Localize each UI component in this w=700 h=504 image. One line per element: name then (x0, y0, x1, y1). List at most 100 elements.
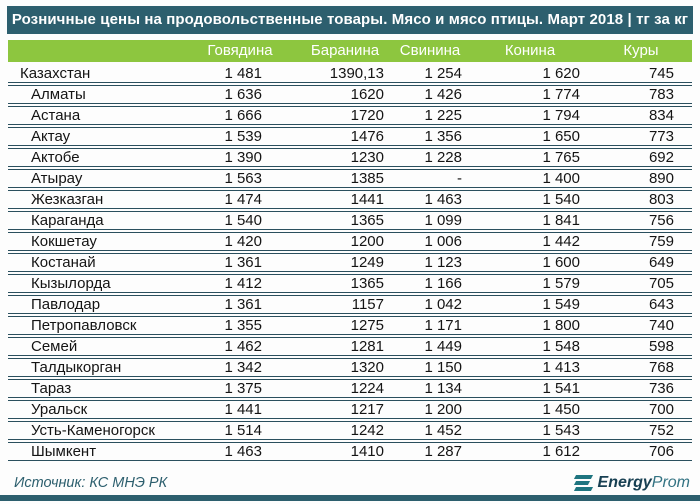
table-header-row: Говядина Баранина Свинина Конина Куры (8, 39, 692, 62)
row-label: Жезказган (8, 189, 180, 209)
table-row: Павлодар 1 361 1157 1 042 1 549 643 (8, 294, 692, 314)
price-cell: 1720 (300, 105, 390, 125)
table-row: Жезказган 1 474 1441 1 463 1 540 803 (8, 189, 692, 209)
price-cell: 1 134 (390, 378, 470, 398)
price-cell: 1 800 (470, 315, 590, 335)
price-cell: 756 (590, 210, 692, 230)
price-cell: 1 166 (390, 273, 470, 293)
price-cell: 1 042 (390, 294, 470, 314)
price-cell: 1 361 (180, 252, 300, 272)
logo-text-prom: Prom (651, 474, 690, 492)
row-label: Петропавловск (8, 315, 180, 335)
price-cell: 1 452 (390, 420, 470, 440)
price-cell: 1 006 (390, 231, 470, 251)
price-cell: 1390,13 (300, 64, 390, 83)
price-cell: 1 474 (180, 189, 300, 209)
energyprom-logo: EnergyProm (573, 474, 690, 492)
price-cell: 1 123 (390, 252, 470, 272)
table-row: Костанай 1 361 1249 1 123 1 600 649 (8, 252, 692, 272)
price-cell: 598 (590, 336, 692, 356)
price-cell: 1 765 (470, 147, 590, 167)
price-cell: 1 540 (180, 210, 300, 230)
row-label: Семей (8, 336, 180, 356)
price-cell: 1 612 (470, 441, 590, 461)
table-row: Астана 1 666 1720 1 225 1 794 834 (8, 105, 692, 125)
price-cell: 1 171 (390, 315, 470, 335)
price-cell: 1 514 (180, 420, 300, 440)
price-cell: 692 (590, 147, 692, 167)
price-cell: 1620 (300, 84, 390, 104)
row-label: Актау (8, 126, 180, 146)
price-cell: 1249 (300, 252, 390, 272)
price-cell: 1 412 (180, 273, 300, 293)
price-cell: 1 442 (470, 231, 590, 251)
footer: Источник: КС МНЭ РК EnergyProm (14, 472, 690, 496)
price-cell: 1 540 (470, 189, 590, 209)
source-note: Источник: КС МНЭ РК (14, 475, 168, 492)
column-header-4: Конина (470, 39, 590, 62)
price-cell: 1 426 (390, 84, 470, 104)
table-row: Актау 1 539 1476 1 356 1 650 773 (8, 126, 692, 146)
table-row: Семей 1 462 1281 1 449 1 548 598 (8, 336, 692, 356)
table-row: Караганда 1 540 1365 1 099 1 841 756 (8, 210, 692, 230)
price-cell: 1 548 (470, 336, 590, 356)
price-cell: 1 390 (180, 147, 300, 167)
row-label: Караганда (8, 210, 180, 230)
row-label: Павлодар (8, 294, 180, 314)
row-label: Талдыкорган (8, 357, 180, 377)
price-cell: 736 (590, 378, 692, 398)
table-row: Уральск 1 441 1217 1 200 1 450 700 (8, 399, 692, 419)
price-cell: 1 600 (470, 252, 590, 272)
row-label: Костанай (8, 252, 180, 272)
price-cell: 1 450 (470, 399, 590, 419)
price-cell: 1 543 (470, 420, 590, 440)
price-cell: 1230 (300, 147, 390, 167)
price-cell: 1 620 (470, 64, 590, 83)
table-row: Петропавловск 1 355 1275 1 171 1 800 740 (8, 315, 692, 335)
row-label: Шымкент (8, 441, 180, 461)
price-cell: 643 (590, 294, 692, 314)
row-label: Астана (8, 105, 180, 125)
table-row: Кокшетау 1 420 1200 1 006 1 442 759 (8, 231, 692, 251)
price-table: Говядина Баранина Свинина Конина Куры Казахс… (8, 38, 692, 463)
price-cell: 1476 (300, 126, 390, 146)
price-cell: 1 254 (390, 64, 470, 83)
price-cell: 1 099 (390, 210, 470, 230)
price-cell: 1 287 (390, 441, 470, 461)
table-row: Алматы 1 636 1620 1 426 1 774 783 (8, 84, 692, 104)
price-cell: 740 (590, 315, 692, 335)
title-bar: Розничные цены на продовольственные това… (7, 6, 693, 34)
price-cell: 1 150 (390, 357, 470, 377)
column-header-1: Говядина (180, 39, 300, 62)
column-header-5: Куры (590, 39, 692, 62)
price-cell: 1 463 (390, 189, 470, 209)
price-cell: 1157 (300, 294, 390, 314)
row-label: Атырау (8, 168, 180, 188)
price-cell: 1 375 (180, 378, 300, 398)
price-cell: 1410 (300, 441, 390, 461)
price-cell: 1 441 (180, 399, 300, 419)
price-cell: 1 794 (470, 105, 590, 125)
table-row: Усть-Каменогорск 1 514 1242 1 452 1 543 752 (8, 420, 692, 440)
price-cell: 1224 (300, 378, 390, 398)
row-label: Казахстан (8, 64, 180, 83)
price-cell: 1 549 (470, 294, 590, 314)
row-label: Актобе (8, 147, 180, 167)
row-label: Кокшетау (8, 231, 180, 251)
logo-text-energy: Energy (597, 474, 652, 492)
price-cell: 1 342 (180, 357, 300, 377)
price-cell: 759 (590, 231, 692, 251)
energyprom-logo-icon (573, 475, 593, 492)
table-row: Актобе 1 390 1230 1 228 1 765 692 (8, 147, 692, 167)
row-label: Уральск (8, 399, 180, 419)
energyprom-logo-text: EnergyProm (598, 474, 690, 492)
row-label: Кызылорда (8, 273, 180, 293)
price-cell: 1281 (300, 336, 390, 356)
price-cell: 1 579 (470, 273, 590, 293)
price-cell: 1 400 (470, 168, 590, 188)
logo-bar (573, 487, 593, 492)
price-cell: 1 228 (390, 147, 470, 167)
price-cell: 752 (590, 420, 692, 440)
price-cell: 803 (590, 189, 692, 209)
